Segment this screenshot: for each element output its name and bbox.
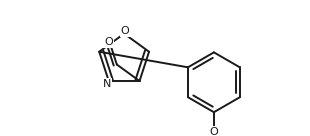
Text: O: O bbox=[210, 127, 218, 136]
Text: O: O bbox=[104, 37, 113, 47]
Text: N: N bbox=[103, 79, 111, 89]
Text: O: O bbox=[121, 26, 130, 36]
